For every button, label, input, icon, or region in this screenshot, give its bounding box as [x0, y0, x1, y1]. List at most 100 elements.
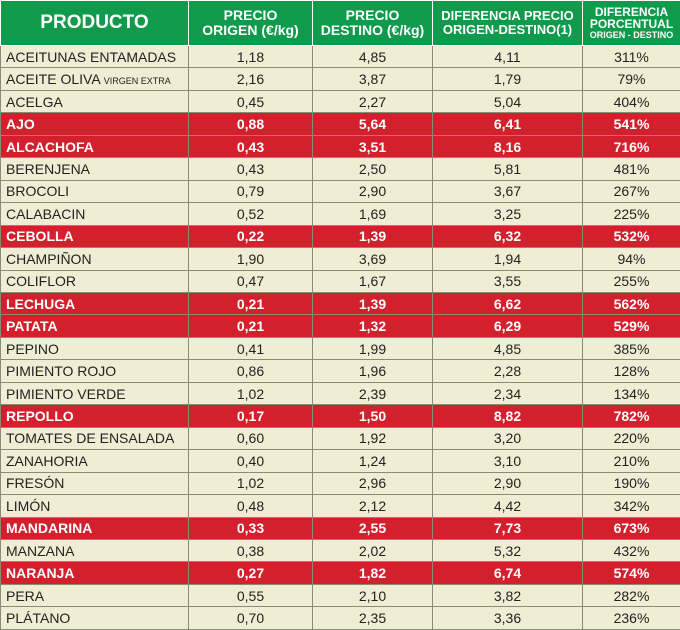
product-name-cell: CEBOLLA: [1, 225, 189, 247]
diferencia-cell: 8,82: [433, 405, 583, 427]
precio-origen-cell: 0,86: [189, 360, 313, 382]
product-name-text: ACELGA: [6, 94, 63, 110]
product-name-cell: BROCOLI: [1, 180, 189, 202]
product-name-text: ACEITE OLIVA: [6, 71, 104, 87]
diferencia-cell: 2,90: [433, 472, 583, 494]
precio-destino-cell: 2,50: [313, 158, 433, 180]
product-name-text: AJO: [6, 116, 35, 132]
header-line: PRECIO: [346, 7, 400, 23]
precio-origen-cell: 0,43: [189, 135, 313, 157]
porcentual-cell: 282%: [583, 584, 680, 606]
precio-origen-cell: 0,21: [189, 292, 313, 314]
precio-origen-cell: 0,27: [189, 562, 313, 584]
product-name-cell: PERA: [1, 584, 189, 606]
product-name-cell: COLIFLOR: [1, 270, 189, 292]
product-name-cell: LIMÓN: [1, 495, 189, 517]
diferencia-cell: 6,29: [433, 315, 583, 337]
product-name-cell: AJO: [1, 113, 189, 135]
product-name-text: PIMIENTO ROJO: [6, 363, 116, 379]
product-name-cell: PEPINO: [1, 337, 189, 359]
precio-origen-cell: 0,60: [189, 427, 313, 449]
precio-origen-cell: 0,52: [189, 203, 313, 225]
product-name-cell: CALABACIN: [1, 203, 189, 225]
porcentual-cell: 782%: [583, 405, 680, 427]
porcentual-cell: 385%: [583, 337, 680, 359]
porcentual-cell: 210%: [583, 450, 680, 472]
precio-destino-cell: 3,69: [313, 248, 433, 270]
product-name-cell: ACELGA: [1, 90, 189, 112]
precio-destino-cell: 2,35: [313, 607, 433, 629]
product-name-text: PERA: [6, 588, 44, 604]
header-line: PRECIO: [224, 7, 278, 23]
product-name-cell: TOMATES DE ENSALADA: [1, 427, 189, 449]
product-name-text: CHAMPIÑON: [6, 251, 92, 267]
product-name-text: PIMIENTO VERDE: [6, 386, 126, 402]
product-name-cell: PATATA: [1, 315, 189, 337]
precio-destino-cell: 2,90: [313, 180, 433, 202]
product-subname: VIRGEN EXTRA: [104, 76, 171, 86]
diferencia-cell: 2,34: [433, 382, 583, 404]
porcentual-cell: 673%: [583, 517, 680, 539]
product-name-cell: NARANJA: [1, 562, 189, 584]
porcentual-cell: 432%: [583, 539, 680, 561]
product-name-cell: MANDARINA: [1, 517, 189, 539]
precio-destino-cell: 1,82: [313, 562, 433, 584]
precio-destino-cell: 2,27: [313, 90, 433, 112]
porcentual-cell: 574%: [583, 562, 680, 584]
precio-origen-cell: 1,02: [189, 382, 313, 404]
precio-origen-cell: 1,02: [189, 472, 313, 494]
diferencia-cell: 1,94: [433, 248, 583, 270]
precio-origen-cell: 0,45: [189, 90, 313, 112]
product-name-cell: BERENJENA: [1, 158, 189, 180]
product-name-text: CALABACIN: [6, 206, 85, 222]
precio-origen-cell: 0,22: [189, 225, 313, 247]
product-name-text: CEBOLLA: [6, 228, 74, 244]
diferencia-cell: 1,79: [433, 68, 583, 90]
precio-origen-cell: 0,21: [189, 315, 313, 337]
precio-origen-cell: 1,90: [189, 248, 313, 270]
product-name-text: PATATA: [6, 318, 58, 334]
precio-destino-cell: 2,55: [313, 517, 433, 539]
product-name-cell: REPOLLO: [1, 405, 189, 427]
product-name-text: BROCOLI: [6, 183, 69, 199]
diferencia-cell: 6,41: [433, 113, 583, 135]
precio-destino-cell: 3,87: [313, 68, 433, 90]
product-name-cell: PIMIENTO VERDE: [1, 382, 189, 404]
product-name-text: REPOLLO: [6, 408, 74, 424]
porcentual-cell: 225%: [583, 203, 680, 225]
product-name-cell: FRESÓN: [1, 472, 189, 494]
product-name-text: ACEITUNAS ENTAMADAS: [6, 49, 176, 65]
porcentual-cell: 529%: [583, 315, 680, 337]
product-name-cell: PIMIENTO ROJO: [1, 360, 189, 382]
product-name-cell: ACEITE OLIVA VIRGEN EXTRA: [1, 68, 189, 90]
header-producto: PRODUCTO: [1, 1, 189, 46]
product-name-text: TOMATES DE ENSALADA: [6, 430, 174, 446]
diferencia-cell: 4,11: [433, 46, 583, 68]
porcentual-cell: 134%: [583, 382, 680, 404]
diferencia-cell: 3,20: [433, 427, 583, 449]
product-name-cell: ALCACHOFA: [1, 135, 189, 157]
product-name-text: MANDARINA: [6, 520, 92, 536]
product-name-text: ZANAHORIA: [6, 453, 88, 469]
diferencia-cell: 3,10: [433, 450, 583, 472]
precio-destino-cell: 1,39: [313, 292, 433, 314]
precio-origen-cell: 0,43: [189, 158, 313, 180]
